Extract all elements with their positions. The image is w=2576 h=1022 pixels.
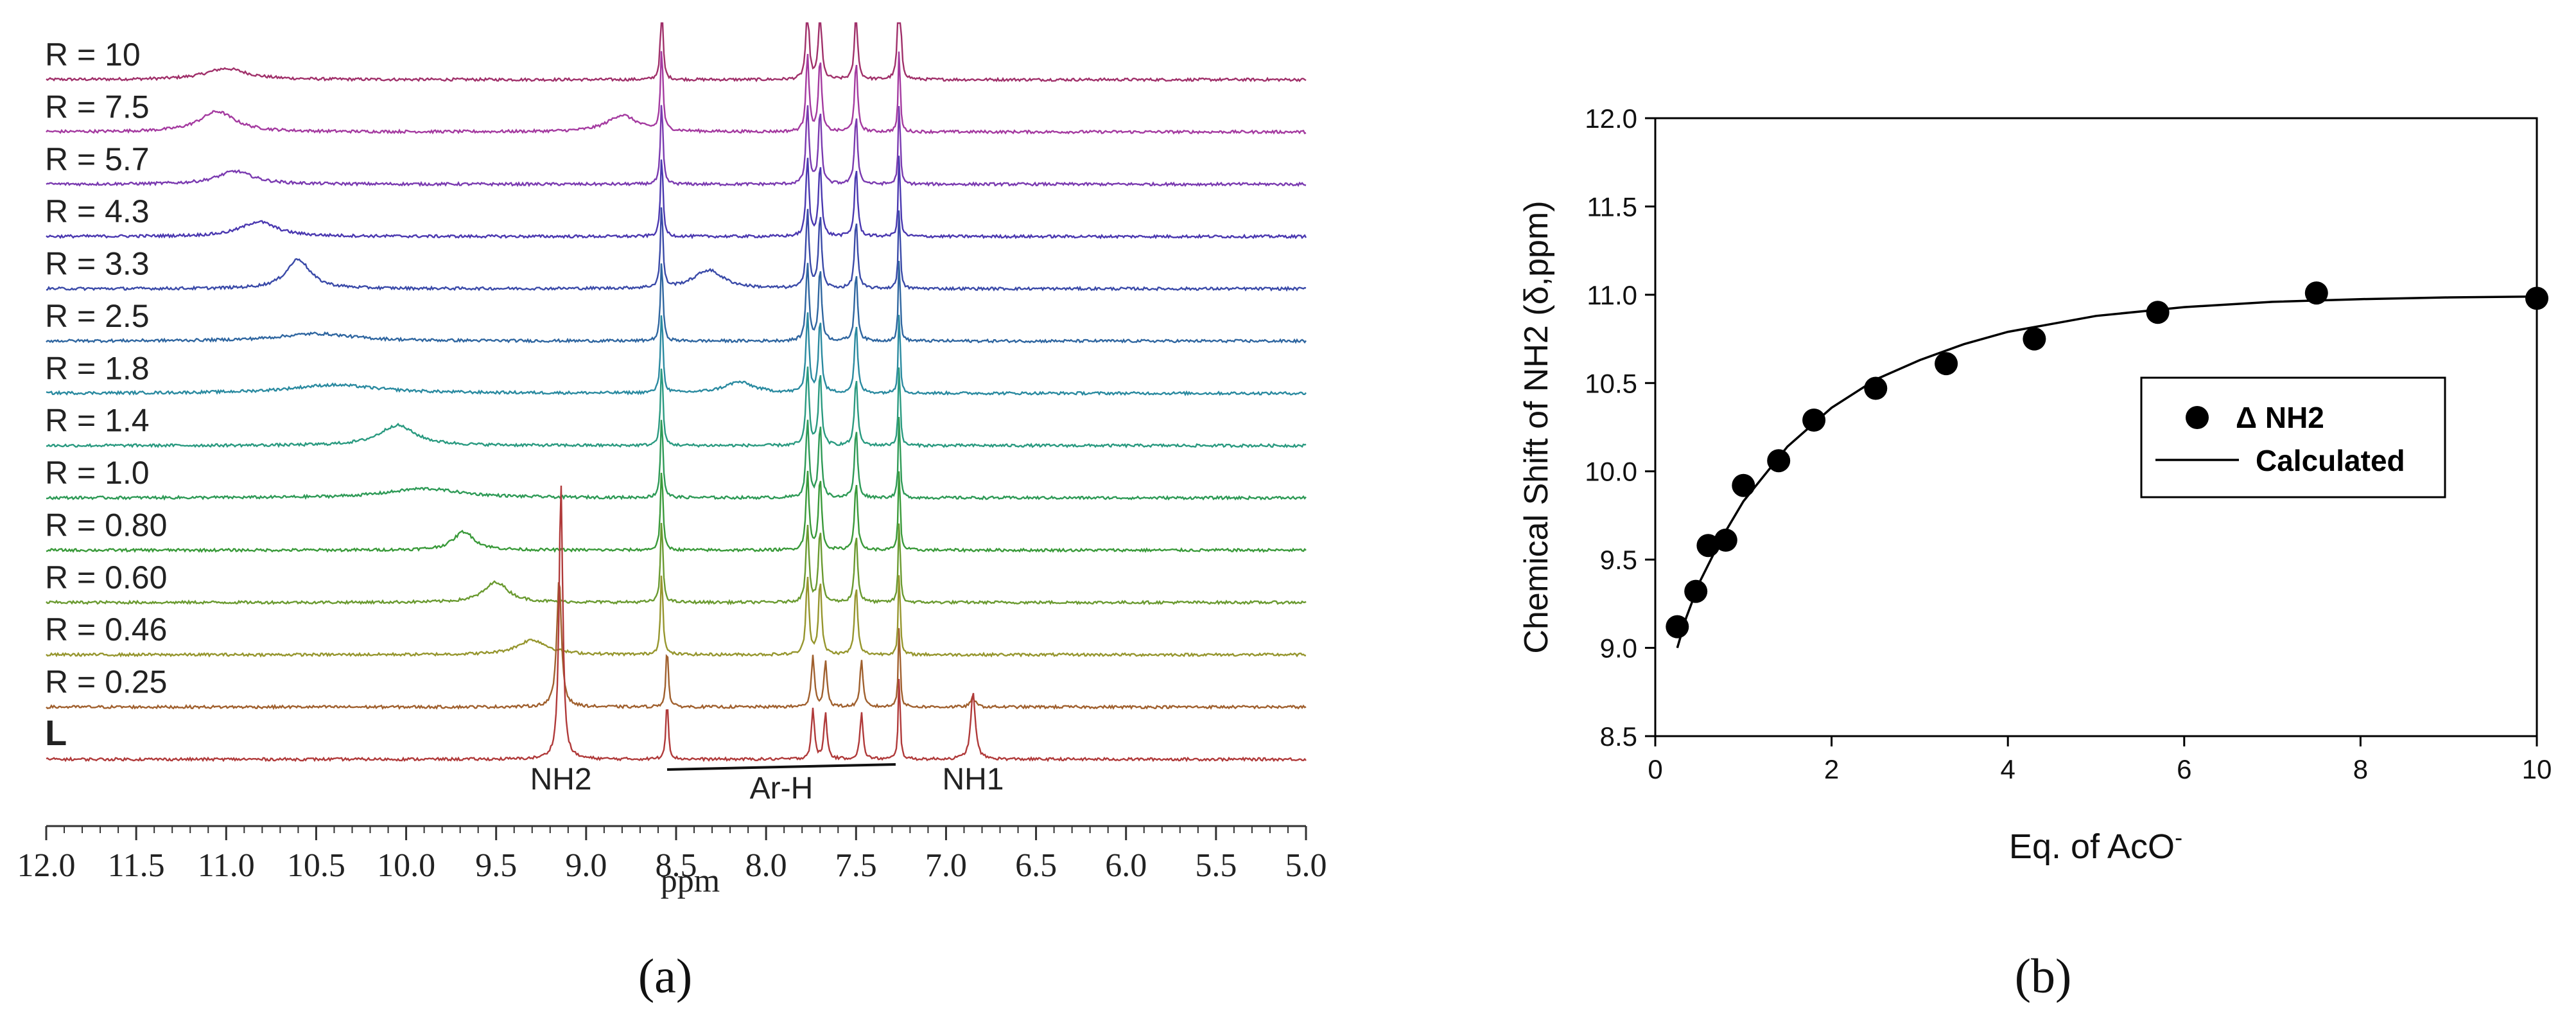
legend: Δ NH2 Calculated [2140, 376, 2446, 498]
ppm-tick-label: 5.5 [1195, 847, 1237, 884]
ppm-axis: 12.0 11.5 11.0 10.5 10.0 9.5 9.0 8.5 8.0 7.5 7.0 6.… [17, 825, 1327, 884]
data-point [2304, 281, 2328, 305]
y-tick-label: 9.5 [1600, 545, 1637, 575]
ppm-tick-label: 8.5 [656, 847, 697, 884]
ar-h-bracket [666, 763, 896, 771]
legend-marker [2186, 406, 2209, 429]
data-point [1666, 615, 1689, 639]
spectrum-label: R = 1.4 [45, 403, 150, 439]
data-point [1684, 579, 1708, 603]
x-tick-label: 8 [2353, 754, 2368, 784]
data-point [2146, 301, 2170, 324]
x-axis-label: Eq. of AcO- [2009, 824, 2182, 866]
x-axis-label-superscript: - [2175, 824, 2182, 850]
peak-annotation: Ar-H [750, 771, 814, 806]
y-tick-label: 11.5 [1587, 191, 1637, 222]
data-point [1767, 449, 1791, 473]
spectrum-label: L [45, 712, 67, 753]
y-tick-label: 8.5 [1600, 721, 1637, 752]
spectrum-trace [46, 22, 1307, 83]
data-point [1732, 473, 1755, 497]
data-point [1714, 528, 1737, 552]
spectrum-trace [46, 485, 1307, 762]
panel-label-a: (a) [638, 949, 692, 1003]
ppm-tick-label: 9.5 [475, 847, 517, 884]
ppm-tick-label: 5.0 [1285, 847, 1327, 884]
titration-curve-chart: 8.5 9.0 9.5 10.0 10.5 11.0 11.5 12.0 0 2 4 6 8 10 Ch… [1518, 103, 2552, 1003]
spectrum-label: R = 0.46 [45, 612, 167, 648]
spectrum-trace [46, 417, 1307, 501]
spectrum-trace [46, 575, 1307, 658]
spectrum-label: R = 7.5 [45, 89, 150, 125]
legend-box [2140, 376, 2446, 498]
spectrum-trace [46, 260, 1307, 344]
x-tick-label: 6 [2177, 754, 2191, 784]
spectra-group [46, 22, 1307, 762]
data-point [1696, 534, 1720, 558]
ppm-tick-label: 6.0 [1105, 847, 1147, 884]
spectrum-label: R = 3.3 [45, 246, 150, 282]
spectrum-label: R = 5.7 [45, 141, 150, 177]
y-tick-label: 10.0 [1585, 457, 1637, 487]
ppm-tick-label: 11.5 [108, 847, 165, 884]
peak-annotation: NH2 [530, 762, 592, 797]
x-tick-label: 0 [1648, 754, 1662, 784]
x-tick-label: 2 [1824, 754, 1839, 784]
y-tick-label: 12.0 [1585, 103, 1637, 134]
ppm-tick-label: 11.0 [198, 847, 255, 884]
spectrum-trace [46, 51, 1307, 135]
data-point [2023, 327, 2046, 351]
spectrum-label: R = 2.5 [45, 298, 150, 334]
spectrum-trace [46, 105, 1307, 188]
legend-label-delta-nh2: Δ NH2 [2236, 401, 2324, 434]
ppm-tick-label: 12.0 [17, 847, 76, 884]
data-points [1666, 281, 2548, 639]
data-point [2525, 286, 2548, 310]
y-tick-label: 9.0 [1600, 633, 1637, 664]
ppm-tick-label: 10.5 [287, 847, 345, 884]
ppm-axis-label: ppm [661, 863, 720, 899]
ppm-tick-label: 8.0 [745, 847, 787, 884]
data-point [1864, 376, 1888, 400]
x-axis-label-text: Eq. of AcO [2009, 827, 2175, 866]
spectrum-labels: R = 10 R = 7.5 R = 5.7 R = 4.3 R = 3.3 R = 2.… [45, 37, 167, 753]
spectrum-trace [46, 523, 1307, 606]
spectrum-label: R = 10 [45, 37, 141, 73]
peak-annotation: NH1 [942, 762, 1004, 797]
data-point [1935, 352, 1958, 376]
y-tick-label: 10.5 [1585, 368, 1637, 398]
spectrum-label: R = 0.80 [45, 507, 167, 543]
spectrum-trace [46, 582, 1307, 710]
ppm-tick-label: 6.5 [1015, 847, 1057, 884]
spectrum-label: R = 1.0 [45, 455, 150, 491]
nmr-stacked-spectra: R = 10 R = 7.5 R = 5.7 R = 4.3 R = 3.3 R = 2.… [17, 22, 1327, 1003]
y-axis-ticks: 8.5 9.0 9.5 10.0 10.5 11.0 11.5 12.0 [1585, 103, 1655, 752]
spectrum-label: R = 1.8 [45, 350, 150, 386]
y-tick-label: 11.0 [1587, 280, 1637, 310]
panel-label-b: (b) [2015, 949, 2072, 1003]
spectrum-trace [46, 155, 1307, 240]
x-axis-ticks: 0 2 4 6 8 10 [1648, 736, 2552, 784]
ppm-tick-label: 10.0 [377, 847, 435, 884]
legend-label-calculated: Calculated [2256, 444, 2405, 477]
data-point [1802, 409, 1826, 432]
x-tick-label: 10 [2522, 754, 2552, 784]
peak-annotations: NH2 Ar-H NH1 [530, 762, 1004, 806]
ppm-tick-label: 7.0 [925, 847, 967, 884]
ppm-tick-label: 7.5 [835, 847, 877, 884]
ppm-tick-label: 9.0 [565, 847, 607, 884]
plot-frame [1654, 117, 2538, 737]
spectrum-label: R = 4.3 [45, 193, 150, 229]
spectrum-trace [46, 207, 1307, 292]
spectrum-trace [46, 312, 1307, 396]
spectrum-trace [46, 470, 1307, 553]
spectrum-trace [46, 366, 1307, 449]
spectrum-label: R = 0.25 [45, 664, 167, 700]
y-axis-label: Chemical Shift of NH2 (δ,ppm) [1518, 200, 1555, 653]
x-tick-label: 4 [2001, 754, 2015, 784]
spectrum-label: R = 0.60 [45, 559, 167, 595]
